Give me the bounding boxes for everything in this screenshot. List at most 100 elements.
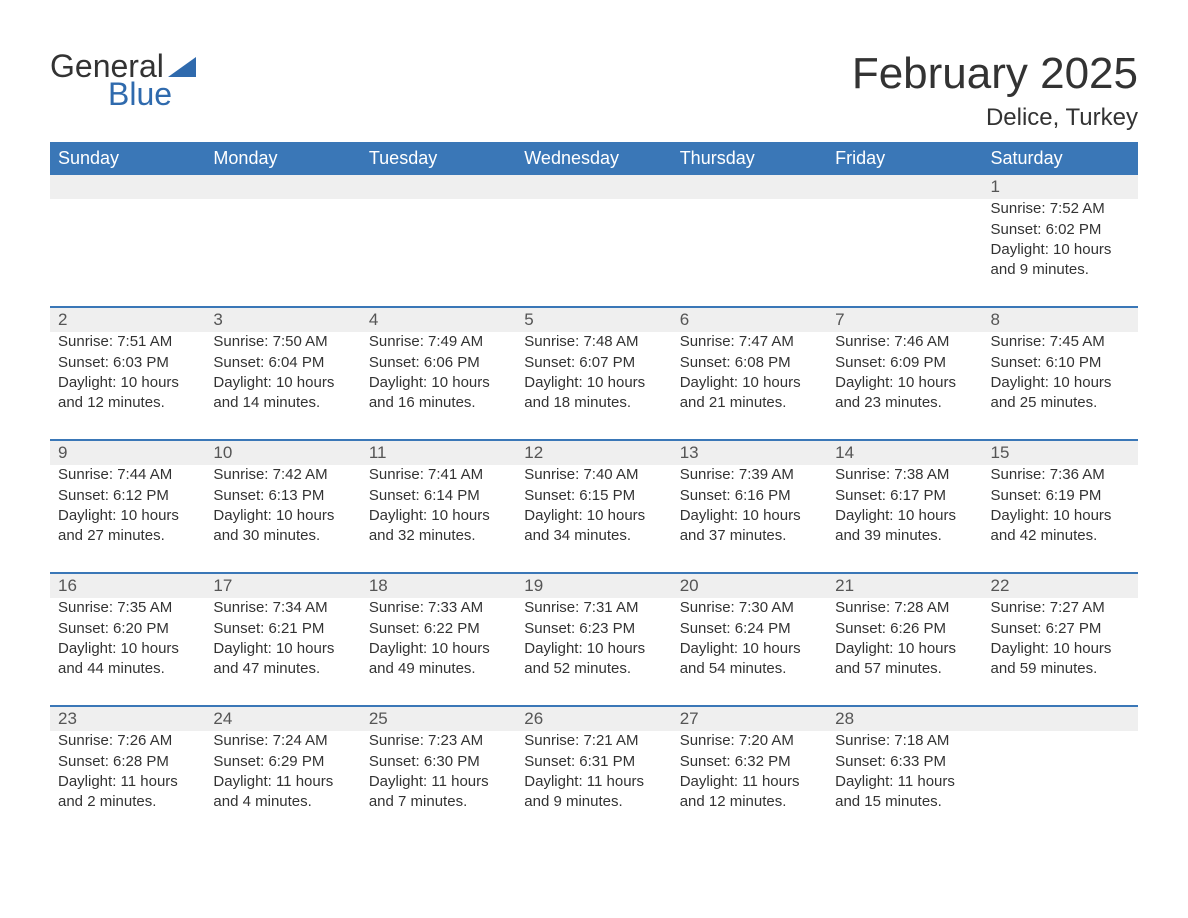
sunset-line: Sunset: 6:31 PM [524, 752, 663, 772]
sunset-line: Sunset: 6:28 PM [58, 752, 197, 772]
sunset-line: Sunset: 6:04 PM [213, 353, 352, 373]
sunrise-line: Sunrise: 7:30 AM [680, 598, 819, 618]
day-number-cell [672, 175, 827, 199]
day-number: 11 [369, 443, 387, 462]
sunrise-line: Sunrise: 7:18 AM [835, 731, 974, 751]
sunrise-line: Sunrise: 7:21 AM [524, 731, 663, 751]
day-cell: Sunrise: 7:44 AMSunset: 6:12 PMDaylight:… [50, 465, 205, 573]
day-number: 26 [524, 709, 543, 728]
day-number: 22 [991, 576, 1010, 595]
brand-blue: Blue [108, 78, 196, 110]
day-cell: Sunrise: 7:51 AMSunset: 6:03 PMDaylight:… [50, 332, 205, 440]
day-cell: Sunrise: 7:40 AMSunset: 6:15 PMDaylight:… [516, 465, 671, 573]
daylight-line: Daylight: 10 hours and 21 minutes. [680, 373, 819, 414]
weekday-header: Thursday [672, 142, 827, 175]
sunset-line: Sunset: 6:08 PM [680, 353, 819, 373]
daylight-line: Daylight: 10 hours and 44 minutes. [58, 639, 197, 680]
day-number: 12 [524, 443, 543, 462]
daylight-line: Daylight: 10 hours and 32 minutes. [369, 506, 508, 547]
day-number-cell: 3 [205, 307, 360, 332]
sunrise-line: Sunrise: 7:44 AM [58, 465, 197, 485]
day-number: 7 [835, 310, 844, 329]
sunrise-line: Sunrise: 7:41 AM [369, 465, 508, 485]
day-number-cell: 12 [516, 440, 671, 465]
day-number-cell: 1 [983, 175, 1138, 199]
day-cell: Sunrise: 7:36 AMSunset: 6:19 PMDaylight:… [983, 465, 1138, 573]
day-number: 27 [680, 709, 699, 728]
day-cell: Sunrise: 7:31 AMSunset: 6:23 PMDaylight:… [516, 598, 671, 706]
weekday-header: Monday [205, 142, 360, 175]
day-number-cell [516, 175, 671, 199]
sunset-line: Sunset: 6:03 PM [58, 353, 197, 373]
day-number: 21 [835, 576, 854, 595]
daylight-line: Daylight: 10 hours and 57 minutes. [835, 639, 974, 680]
day-number-cell: 27 [672, 706, 827, 731]
sunrise-line: Sunrise: 7:27 AM [991, 598, 1130, 618]
sunset-line: Sunset: 6:23 PM [524, 619, 663, 639]
day-cell [516, 199, 671, 307]
day-cell: Sunrise: 7:48 AMSunset: 6:07 PMDaylight:… [516, 332, 671, 440]
title-block: February 2025 Delice, Turkey [852, 50, 1138, 132]
day-number-cell [983, 706, 1138, 731]
day-cell: Sunrise: 7:35 AMSunset: 6:20 PMDaylight:… [50, 598, 205, 706]
day-number: 24 [213, 709, 232, 728]
day-number-cell: 19 [516, 573, 671, 598]
day-number: 23 [58, 709, 77, 728]
sunrise-line: Sunrise: 7:34 AM [213, 598, 352, 618]
day-number-cell: 23 [50, 706, 205, 731]
daylight-line: Daylight: 11 hours and 9 minutes. [524, 772, 663, 813]
calendar-head: SundayMondayTuesdayWednesdayThursdayFrid… [50, 142, 1138, 175]
sunset-line: Sunset: 6:26 PM [835, 619, 974, 639]
daylight-line: Daylight: 10 hours and 18 minutes. [524, 373, 663, 414]
daylight-line: Daylight: 11 hours and 2 minutes. [58, 772, 197, 813]
daylight-line: Daylight: 11 hours and 4 minutes. [213, 772, 352, 813]
sunrise-line: Sunrise: 7:51 AM [58, 332, 197, 352]
sunset-line: Sunset: 6:14 PM [369, 486, 508, 506]
day-cell [361, 199, 516, 307]
day-cell: Sunrise: 7:21 AMSunset: 6:31 PMDaylight:… [516, 731, 671, 838]
day-number: 2 [58, 310, 67, 329]
day-cell: Sunrise: 7:30 AMSunset: 6:24 PMDaylight:… [672, 598, 827, 706]
day-number: 1 [991, 177, 1000, 196]
day-number-cell: 18 [361, 573, 516, 598]
day-number: 9 [58, 443, 67, 462]
sunrise-line: Sunrise: 7:50 AM [213, 332, 352, 352]
day-number: 16 [58, 576, 77, 595]
sunrise-line: Sunrise: 7:28 AM [835, 598, 974, 618]
day-number: 10 [213, 443, 232, 462]
sunset-line: Sunset: 6:12 PM [58, 486, 197, 506]
sunrise-line: Sunrise: 7:36 AM [991, 465, 1130, 485]
day-number: 20 [680, 576, 699, 595]
day-cell: Sunrise: 7:38 AMSunset: 6:17 PMDaylight:… [827, 465, 982, 573]
sunset-line: Sunset: 6:29 PM [213, 752, 352, 772]
day-number: 8 [991, 310, 1000, 329]
day-number-cell [205, 175, 360, 199]
sunset-line: Sunset: 6:10 PM [991, 353, 1130, 373]
weekday-header: Sunday [50, 142, 205, 175]
day-cell: Sunrise: 7:20 AMSunset: 6:32 PMDaylight:… [672, 731, 827, 838]
daylight-line: Daylight: 10 hours and 9 minutes. [991, 240, 1130, 281]
weekday-header: Tuesday [361, 142, 516, 175]
day-cell: Sunrise: 7:50 AMSunset: 6:04 PMDaylight:… [205, 332, 360, 440]
daylight-line: Daylight: 10 hours and 49 minutes. [369, 639, 508, 680]
sunset-line: Sunset: 6:19 PM [991, 486, 1130, 506]
day-number-cell: 13 [672, 440, 827, 465]
weekday-header: Friday [827, 142, 982, 175]
day-number: 13 [680, 443, 699, 462]
flag-icon [168, 50, 196, 70]
day-number-cell: 28 [827, 706, 982, 731]
day-number-cell: 22 [983, 573, 1138, 598]
sunrise-line: Sunrise: 7:23 AM [369, 731, 508, 751]
sunrise-line: Sunrise: 7:49 AM [369, 332, 508, 352]
sunset-line: Sunset: 6:15 PM [524, 486, 663, 506]
day-cell [50, 199, 205, 307]
day-number: 4 [369, 310, 378, 329]
day-number-cell: 14 [827, 440, 982, 465]
daylight-line: Daylight: 11 hours and 12 minutes. [680, 772, 819, 813]
sunrise-line: Sunrise: 7:48 AM [524, 332, 663, 352]
daylight-line: Daylight: 10 hours and 39 minutes. [835, 506, 974, 547]
sunrise-line: Sunrise: 7:20 AM [680, 731, 819, 751]
sunrise-line: Sunrise: 7:46 AM [835, 332, 974, 352]
daylight-line: Daylight: 10 hours and 14 minutes. [213, 373, 352, 414]
day-number: 19 [524, 576, 543, 595]
